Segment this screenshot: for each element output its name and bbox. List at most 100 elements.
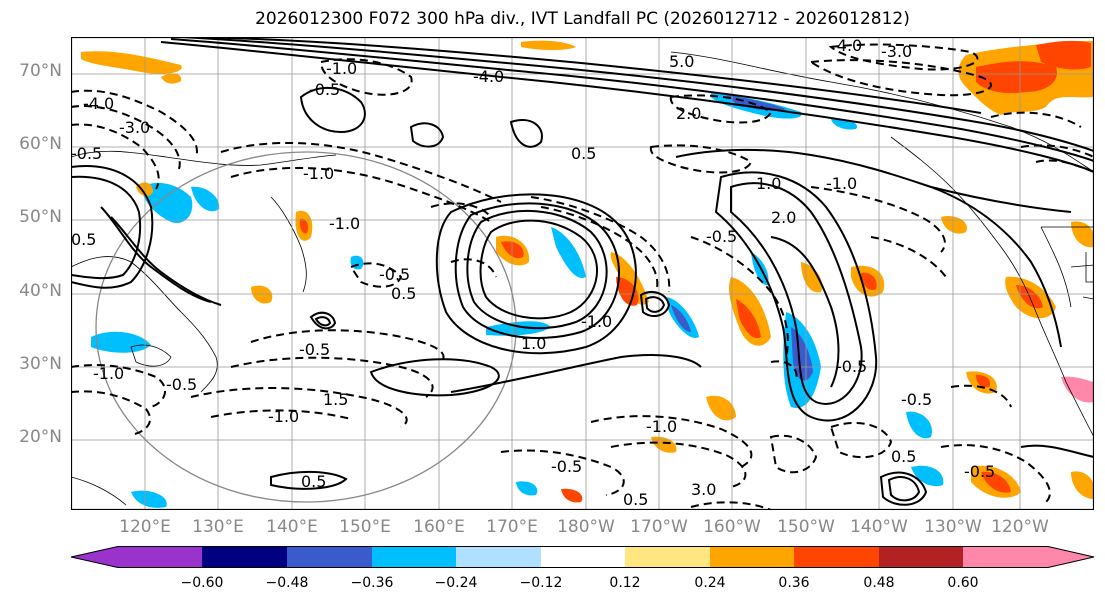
positive-divergence-patch <box>251 285 273 304</box>
contour-line <box>230 166 492 223</box>
contour-line <box>349 262 403 288</box>
colorbar-tick-label: −0.12 <box>519 575 563 591</box>
lon-label-150w: 150°W <box>777 517 835 537</box>
lon-label-170e: 170°E <box>486 517 538 537</box>
colorbar-tick-label: −0.24 <box>434 575 478 591</box>
positive-divergence-patch <box>1071 221 1094 248</box>
contour-line <box>309 311 337 330</box>
contour-line <box>450 354 702 393</box>
positive-divergence-patch <box>941 216 967 234</box>
contour-label: 1.0 <box>756 174 781 193</box>
negative-divergence-patch <box>516 481 538 496</box>
contour-line <box>930 186 1062 348</box>
lon-label-130e: 130°E <box>192 517 244 537</box>
contour-label: -0.5 <box>299 340 330 359</box>
negative-contours <box>71 43 1094 510</box>
contour-line <box>669 94 773 124</box>
positive-divergence-patch <box>521 40 576 50</box>
contour-label: 0.5 <box>891 447 916 466</box>
lat-label-20n: 20°N <box>19 427 62 447</box>
contour-label: -0.5 <box>71 144 102 163</box>
graticule <box>71 37 1094 510</box>
positive-divergence-patch <box>651 436 677 453</box>
contour-line <box>71 123 160 190</box>
strong-divergence-patch <box>976 374 991 388</box>
negative-divergence-patch <box>141 182 193 223</box>
contour-line <box>369 358 500 397</box>
contour-label: -4.0 <box>83 94 114 113</box>
contour-label: -1.0 <box>826 174 857 193</box>
strong-divergence-patch <box>736 299 761 339</box>
contour-label: 0.5 <box>571 144 596 163</box>
positive-divergence-patch <box>161 73 182 84</box>
contour-label: -0.5 <box>836 357 867 376</box>
contour-line <box>220 141 502 203</box>
lon-label-120w: 120°W <box>991 517 1049 537</box>
positive-divergence-patch <box>561 488 583 503</box>
contour-line <box>879 471 928 506</box>
positive-contours <box>71 37 1094 506</box>
colorbar-segment <box>625 546 710 568</box>
contour-label: -1.0 <box>646 417 677 436</box>
contour-line <box>110 216 222 306</box>
lon-label-180w: 180°W <box>557 517 615 537</box>
contour-line <box>270 470 348 490</box>
contour-line <box>810 186 946 253</box>
negative-divergence-patch <box>131 490 167 508</box>
contour-label: -0.5 <box>379 265 410 284</box>
colorbar-segment <box>794 546 879 568</box>
colorbar <box>70 546 1095 568</box>
contour-line <box>314 316 332 327</box>
coastline <box>670 51 1094 173</box>
contour-line <box>170 38 1094 162</box>
contour-label: 2.0 <box>676 104 701 123</box>
colorbar-segment <box>287 546 372 568</box>
contour-line <box>730 182 863 405</box>
colorbar-tick-label: 0.48 <box>863 575 895 591</box>
strong-divergence-patch <box>981 471 1011 493</box>
contour-line <box>770 360 798 380</box>
negative-divergence-patch <box>486 321 551 336</box>
map-panel: -4.0 -3.0 5.0 -4.0 -1.0 -0.5 2.0 -4.0 -3… <box>71 37 1094 510</box>
negative-divergence-patch <box>911 465 944 487</box>
contour-line <box>500 449 625 496</box>
contour-line <box>770 236 840 388</box>
coastline <box>270 196 307 293</box>
contour-line <box>644 296 666 313</box>
contour-line <box>610 441 747 488</box>
lon-label-160e: 160°E <box>413 517 465 537</box>
colorbar-tick-label: −0.48 <box>265 575 309 591</box>
colorbar-outline <box>70 546 1095 568</box>
contour-label: -0.5 <box>166 375 197 394</box>
contour-line <box>409 122 445 148</box>
contour-line <box>479 219 598 320</box>
lat-label-50n: 50°N <box>19 207 62 227</box>
coastline-layer <box>71 51 1094 506</box>
negative-divergence-patch <box>551 227 586 278</box>
contour-line <box>690 236 789 358</box>
map-title: 2026012300 F072 300 hPa div., IVT Landfa… <box>255 9 910 29</box>
contour-label: -1.0 <box>329 214 360 233</box>
negative-divergence-patch <box>906 411 932 439</box>
contour-label: 1.0 <box>521 334 546 353</box>
contour-line <box>71 89 198 158</box>
lon-label-160w: 160°W <box>703 517 761 537</box>
contour-line <box>430 202 492 218</box>
contour-line <box>675 148 1072 213</box>
positive-divergence-patch <box>610 252 649 305</box>
contour-line <box>649 144 753 174</box>
radius-circle <box>95 151 517 503</box>
contour-line <box>250 329 445 363</box>
contour-label: 0.5 <box>71 230 96 249</box>
colorbar-segment <box>879 546 963 568</box>
coastline <box>71 150 337 166</box>
lon-label-150e: 150°E <box>339 517 391 537</box>
lon-label-120e: 120°E <box>119 517 171 537</box>
contour-label: -3.0 <box>881 42 912 61</box>
contour-line <box>435 193 637 355</box>
contour-line <box>509 119 543 148</box>
contour-line <box>990 111 1082 128</box>
lon-label-140w: 140°W <box>850 517 908 537</box>
contour-line <box>639 291 671 318</box>
contour-label: 5.0 <box>669 52 694 71</box>
